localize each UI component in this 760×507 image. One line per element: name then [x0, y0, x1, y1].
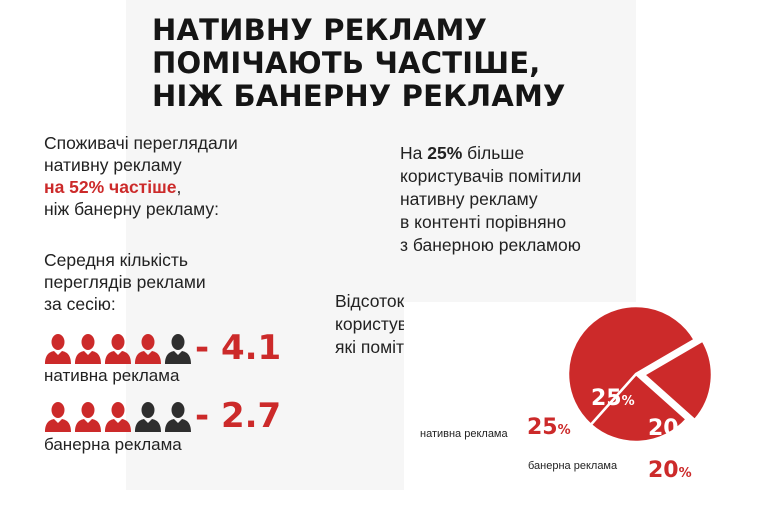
native-person-icon-4: [135, 333, 161, 364]
intro-line-2: нативну рекламу: [44, 155, 182, 175]
native-share-unit: %: [557, 423, 571, 438]
pie-chart-area: [404, 302, 744, 502]
native-views-row: - 4.1: [44, 331, 281, 365]
native-share-value: 25%: [527, 415, 571, 440]
stat-line-4: в контенті порівняно: [400, 212, 567, 232]
stat-line-2: користувачів помітили: [400, 166, 582, 186]
banner-slice-label: 20%: [648, 416, 692, 441]
banner-person-icons: [44, 401, 194, 432]
native-views-value: - 4.1: [195, 328, 282, 368]
banner-views-row: - 2.7: [44, 399, 281, 433]
banner-person-icon-3: [105, 401, 131, 432]
banner-person-icon-1: [45, 401, 71, 432]
native-person-icons: [44, 333, 194, 364]
banner-share-unit: %: [678, 466, 692, 481]
native-slice-label: 25%: [591, 386, 635, 411]
native-person-icon-5: [165, 333, 191, 364]
stat-line-1: На 25% більше: [400, 142, 640, 165]
native-person-icon-3: [105, 333, 131, 364]
native-person-icon-2: [75, 333, 101, 364]
intro-line-1: Споживачі переглядали: [44, 133, 238, 153]
avg-line-1: Середня кількість: [44, 250, 188, 270]
banner-slice-number: 20: [648, 416, 679, 441]
native-person-icon-1: [45, 333, 71, 364]
banner-slice-legend: банерна реклама: [528, 460, 618, 472]
native-slice-unit: %: [621, 394, 635, 409]
banner-share-number: 20: [648, 458, 679, 483]
banner-slice-unit: %: [678, 424, 692, 439]
average-views-heading: Середня кількість переглядів реклами за …: [44, 249, 294, 315]
title-line-2: ПОМІЧАЮТЬ ЧАСТІШЕ,: [152, 46, 541, 80]
stat-prefix: На: [400, 143, 428, 163]
stat-line-5: з банерною рекламою: [400, 235, 581, 255]
share-line-1: Відсоток: [335, 291, 405, 311]
stat-suffix: більше: [462, 143, 525, 163]
native-slice-number: 25: [591, 386, 622, 411]
infographic-title: НАТИВНУ РЕКЛАМУ ПОМІЧАЮТЬ ЧАСТІШЕ, НІЖ Б…: [152, 14, 622, 113]
banner-share-value: 20%: [648, 458, 692, 483]
comparison-statement: На 25% більше користувачів помітили нати…: [400, 142, 640, 257]
intro-highlight: на 52% частіше: [44, 177, 177, 197]
intro-line-3: на 52% частіше,: [44, 176, 314, 198]
stat-highlight: 25%: [427, 143, 463, 163]
banner-person-icon-2: [75, 401, 101, 432]
banner-views-caption: банерна реклама: [44, 435, 182, 454]
native-share-number: 25: [527, 415, 558, 440]
stat-line-3: нативну рекламу: [400, 189, 538, 209]
banner-person-icon-4: [135, 401, 161, 432]
intro-line-4: ніж банерну рекламу:: [44, 199, 219, 219]
avg-line-3: за сесію:: [44, 294, 116, 314]
avg-line-2: переглядів реклами: [44, 272, 206, 292]
native-views-caption: нативна реклама: [44, 366, 180, 385]
title-line-3: НІЖ БАНЕРНУ РЕКЛАМУ: [152, 79, 566, 113]
intro-comma: ,: [176, 177, 182, 197]
intro-statement: Споживачі переглядали нативну рекламу на…: [44, 132, 314, 220]
banner-person-icon-5: [165, 401, 191, 432]
native-slice-legend: нативна реклама: [420, 428, 508, 440]
banner-views-value: - 2.7: [195, 396, 282, 436]
title-line-1: НАТИВНУ РЕКЛАМУ: [152, 13, 488, 47]
